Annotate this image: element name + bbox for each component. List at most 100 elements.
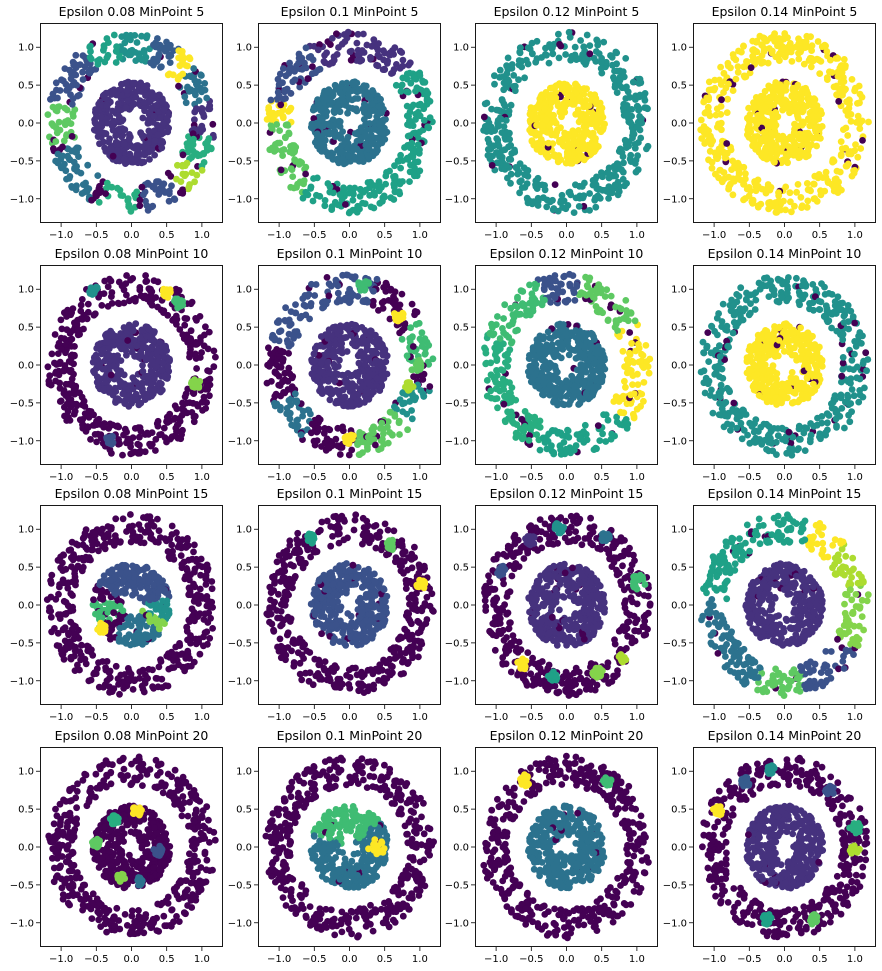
point-outer (515, 168, 523, 176)
point-outer (572, 55, 580, 63)
point-outer (488, 162, 496, 169)
point-outer (781, 30, 789, 37)
point-outer (338, 40, 346, 48)
point-inner (153, 101, 161, 109)
point-outer (566, 188, 574, 196)
point-outer (730, 177, 738, 185)
point-inner (773, 151, 781, 159)
point-inner (103, 338, 111, 346)
point-outer (740, 163, 748, 171)
axes-frame (693, 23, 876, 223)
point-outer (408, 300, 416, 308)
point-outer (201, 80, 209, 87)
point-inner (359, 334, 367, 341)
point-outer (302, 170, 309, 178)
point-outer (179, 162, 186, 170)
point-outer (203, 94, 211, 102)
point-inner (118, 80, 125, 88)
point-outer (72, 148, 80, 156)
point-outer (385, 297, 393, 304)
point-inner (316, 144, 324, 152)
point-inner (365, 112, 373, 120)
point-cluster (191, 376, 198, 383)
point-inner (786, 109, 793, 117)
point-inner (799, 105, 807, 113)
point-inner (357, 152, 364, 159)
point-outer (106, 275, 113, 283)
point-outer (416, 167, 424, 175)
point-inner (778, 135, 786, 142)
point-outer (800, 60, 808, 68)
point-inner (159, 99, 167, 106)
point-outer (44, 363, 52, 371)
point-outer (761, 35, 768, 42)
point-outer (626, 155, 634, 163)
point-outer (349, 206, 357, 214)
point-outer (204, 138, 212, 145)
point-outer (421, 350, 429, 358)
point-outer (802, 38, 810, 45)
point-inner (556, 138, 563, 146)
point-outer (287, 165, 295, 173)
point-inner (317, 333, 325, 340)
point-outer (48, 350, 56, 358)
point-inner (92, 351, 100, 359)
point-outer (415, 319, 423, 327)
point-outer (183, 409, 191, 417)
point-inner (374, 343, 382, 350)
point-inner (334, 131, 342, 139)
point-inner (552, 88, 560, 96)
point-inner (139, 367, 147, 375)
point-outer (95, 198, 103, 206)
point-outer (127, 450, 135, 458)
point-inner (376, 387, 384, 394)
point-inner (580, 145, 588, 153)
point-inner (326, 152, 334, 160)
point-outer (372, 441, 379, 449)
point-outer (555, 54, 563, 62)
point-outer (420, 392, 428, 400)
point-inner (342, 159, 350, 167)
point-inner (355, 359, 363, 367)
point-outer (838, 68, 846, 76)
x-tick-label: 1.0 (194, 230, 210, 241)
point-outer (273, 319, 281, 326)
point-inner (757, 136, 765, 144)
point-inner (114, 141, 121, 149)
point-outer (524, 60, 532, 68)
point-inner (754, 112, 762, 119)
point-inner (139, 344, 147, 352)
point-inner (761, 95, 769, 102)
point-outer (286, 415, 294, 423)
point-outer (507, 170, 515, 178)
point-outer (381, 65, 388, 73)
point-outer (762, 189, 770, 197)
point-outer (399, 56, 407, 64)
point-outer (61, 121, 69, 129)
point-outer (119, 451, 126, 459)
point-outer (108, 289, 116, 296)
point-outer (389, 47, 396, 54)
point-outer (287, 64, 294, 72)
point-outer (323, 274, 331, 281)
scatter-points (44, 272, 219, 459)
point-outer (353, 39, 361, 47)
point-inner (580, 156, 588, 164)
point-outer (723, 109, 731, 116)
point-outer (120, 47, 128, 54)
point-outer (842, 124, 850, 132)
y-tick-label: 0.0 (18, 119, 34, 130)
point-inner (545, 139, 552, 147)
point-outer (499, 73, 507, 80)
point-inner (330, 325, 338, 333)
point-outer (296, 314, 304, 322)
point-outer (592, 58, 600, 65)
point-outer (87, 48, 94, 55)
point-outer (633, 123, 641, 130)
point-outer (720, 69, 728, 77)
point-outer (852, 141, 859, 149)
point-inner (344, 109, 351, 117)
point-outer (185, 185, 192, 193)
point-inner (109, 362, 117, 370)
point-inner (810, 97, 817, 105)
